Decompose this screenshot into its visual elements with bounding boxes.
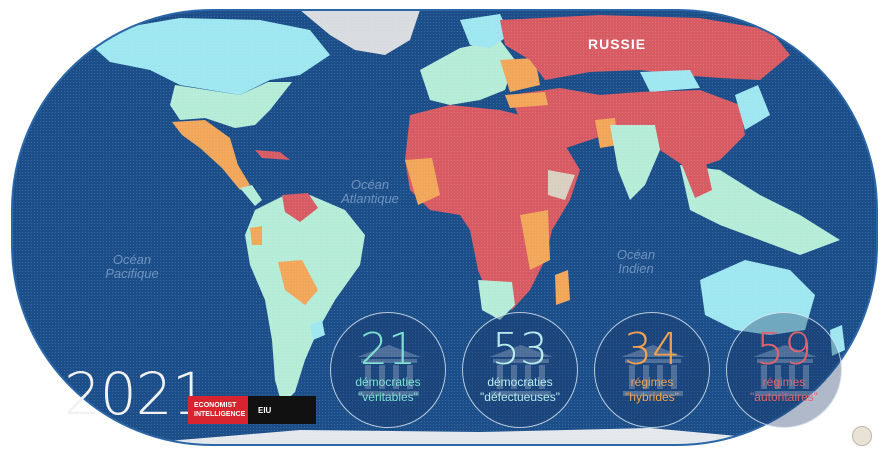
legend-label-line1: démocraties <box>487 375 553 389</box>
legend-label-line2: "véritables" <box>358 390 418 404</box>
globe-rim <box>11 9 878 446</box>
legend-label-line2: "défectueuses" <box>480 390 560 404</box>
legend-label-line1: régimes <box>630 375 674 389</box>
ocean-indian-line1: Océan <box>616 247 656 262</box>
legend-label-line1: démocraties <box>355 375 421 389</box>
source-brand-line1: ECONOMIST <box>194 402 237 409</box>
ocean-atlantic-line1: Océan <box>350 177 390 192</box>
legend-label-line1: régimes <box>762 375 806 389</box>
ocean-label-pacific: Océan Pacifique <box>92 253 172 281</box>
legend-item-authoritarian: 59 régimes "autoritaires" <box>726 312 842 428</box>
legend-number: 34 <box>624 324 680 375</box>
legend-item-hybrid: 34 régimes "hybrides" <box>594 312 710 428</box>
temple-icon <box>753 345 817 396</box>
legend-item-flawed: 53 démocraties "défectueuses" <box>462 312 578 428</box>
ocean-label-atlantic: Océan Atlantique <box>330 178 410 206</box>
ocean-pacific-line2: Pacifique <box>105 266 159 281</box>
source-brand: ECONOMIST INTELLIGENCE <box>188 396 248 424</box>
russia-label: RUSSIE <box>588 36 647 52</box>
channel-logo <box>852 426 872 446</box>
year-title: 2021 <box>64 360 209 428</box>
temple-icon <box>621 345 685 396</box>
legend-label-line2: "hybrides" <box>625 390 679 404</box>
ocean-indian-line2: Indien <box>618 261 654 276</box>
temple-icon <box>357 345 421 396</box>
legend-number: 59 <box>756 324 812 375</box>
ocean-label-indian: Océan Indien <box>596 248 676 276</box>
source-brand-line2: INTELLIGENCE <box>194 411 246 418</box>
legend-item-full: 21 démocraties "véritables" <box>330 312 446 428</box>
ocean-atlantic-line2: Atlantique <box>341 191 399 206</box>
temple-icon <box>489 345 553 396</box>
source-abbr: EIU <box>248 396 316 424</box>
legend-label-line2: "autoritaires" <box>750 390 818 404</box>
legend-number: 21 <box>360 324 416 375</box>
ocean-pacific-line1: Océan <box>112 252 152 267</box>
source-logo: ECONOMIST INTELLIGENCE EIU <box>188 396 316 424</box>
legend-number: 53 <box>492 324 548 375</box>
